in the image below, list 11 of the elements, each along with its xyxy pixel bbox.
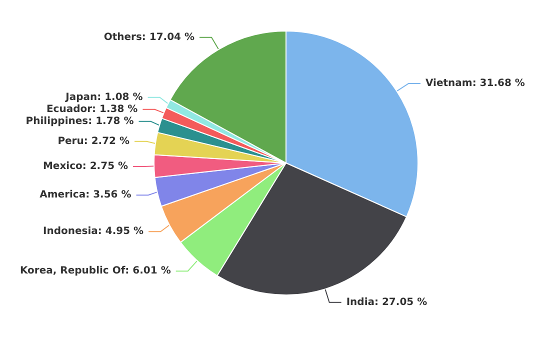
slice-label: Korea, Republic Of: 6.01 % <box>20 266 171 277</box>
slice-label: Japan: 1.08 % <box>64 92 143 103</box>
slice-label: India: 27.05 % <box>346 296 428 308</box>
slice-label: Peru: 2.72 % <box>58 136 130 147</box>
slice-label: Indonesia: 4.95 % <box>42 226 144 238</box>
slice-label: Ecuador: 1.38 % <box>46 104 138 115</box>
slice-label: Philippines: 1.78 % <box>26 116 134 127</box>
slice-label: Others: 17.04 % <box>104 32 195 43</box>
slice-label: America: 3.56 % <box>40 190 132 201</box>
slice-label: Vietnam: 31.68 % <box>425 78 525 90</box>
slice-label: Mexico: 2.75 % <box>42 160 128 172</box>
